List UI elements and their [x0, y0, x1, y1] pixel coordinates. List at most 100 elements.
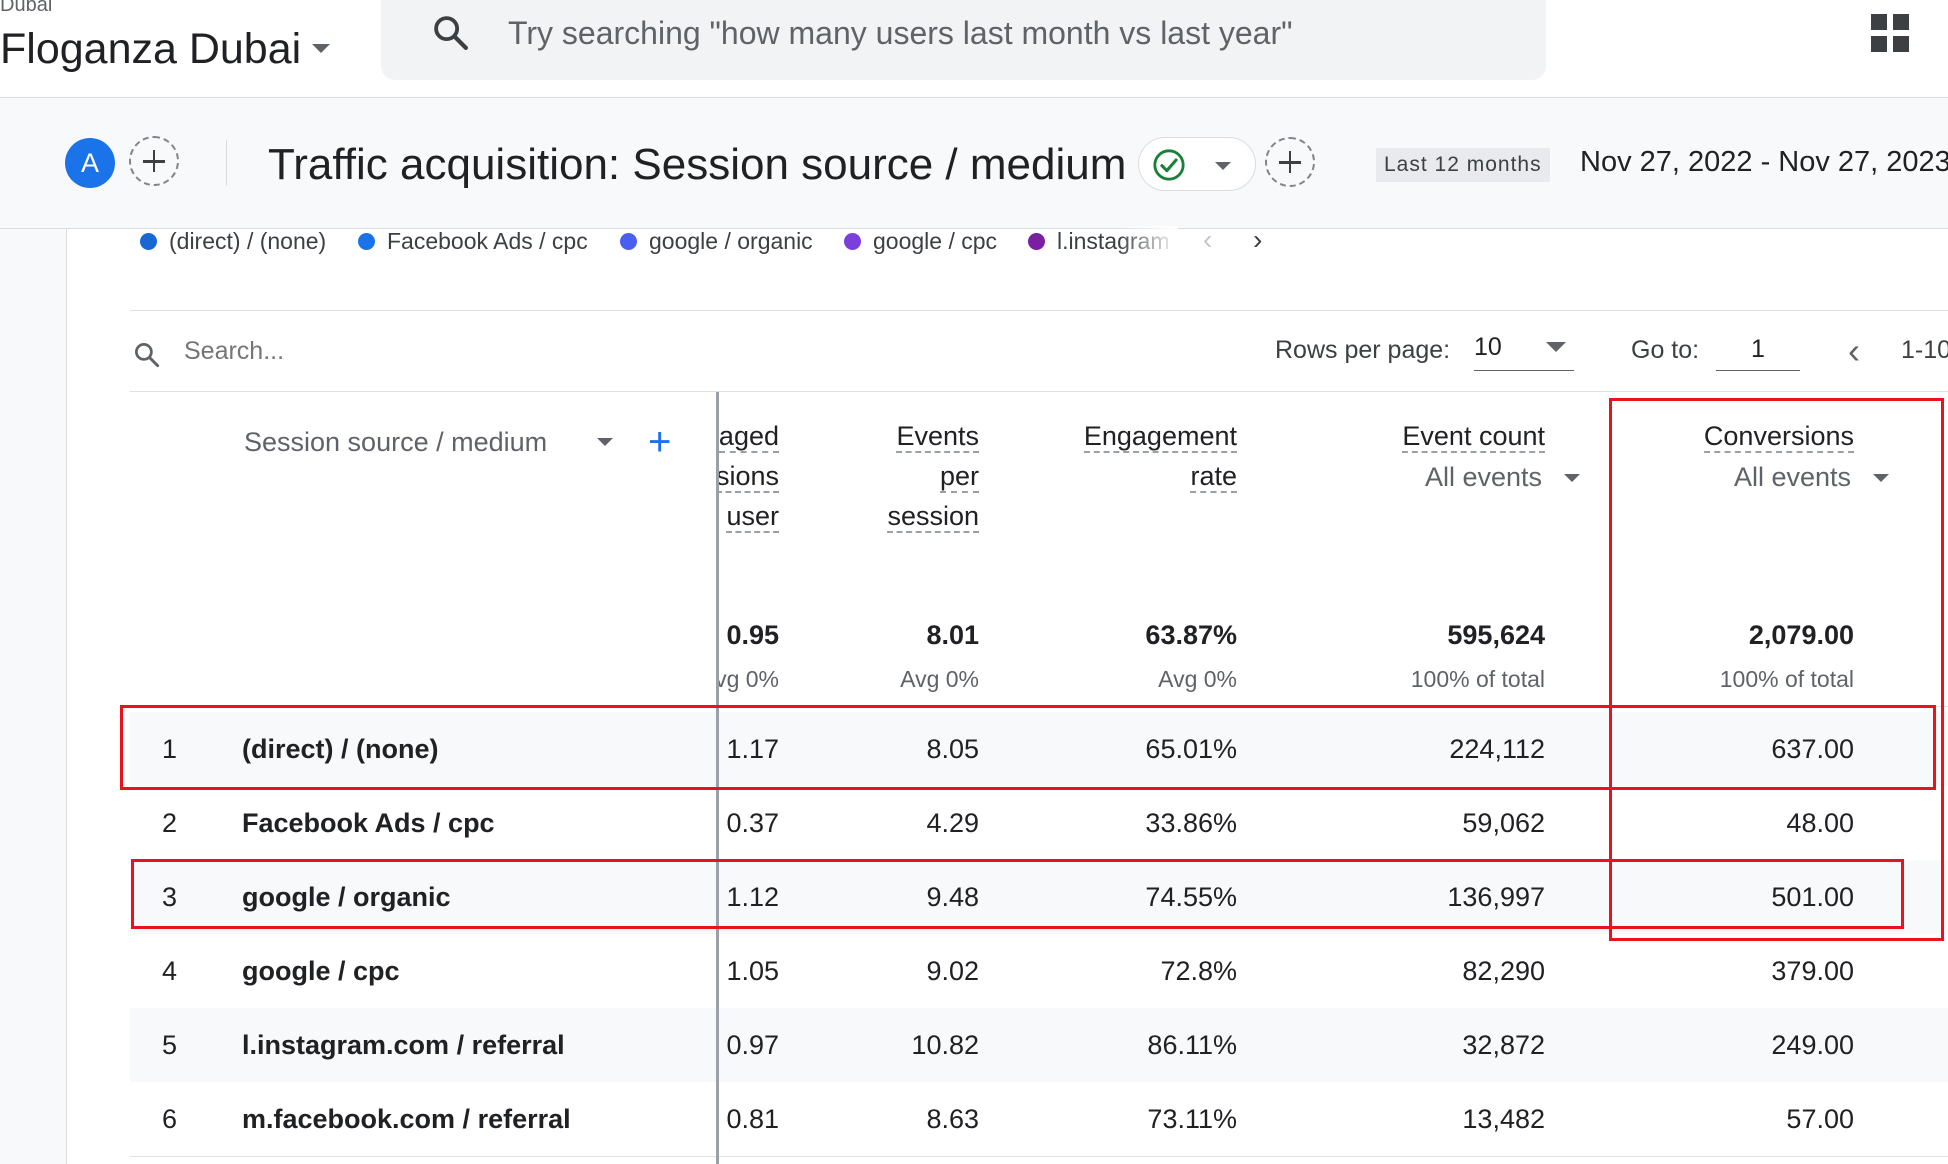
cell-events: 32,872: [1462, 1030, 1545, 1060]
row-source-medium[interactable]: l.instagram.com / referral: [242, 1030, 565, 1060]
apps-grid-icon[interactable]: [1871, 14, 1909, 52]
column-header-line: user: [726, 501, 779, 533]
legend-dot-icon: [140, 233, 157, 250]
cell-eps: 4.29: [926, 808, 979, 838]
column-header-eps[interactable]: Events per session: [719, 416, 979, 536]
legend-label: google / cpc: [873, 228, 998, 254]
legend-item[interactable]: Facebook Ads / cpc: [358, 228, 588, 255]
cell-events: 13,482: [1462, 1104, 1545, 1134]
row-index: 4: [162, 956, 178, 986]
caret-down-icon[interactable]: [1215, 162, 1231, 170]
legend-item[interactable]: google / cpc: [844, 228, 997, 255]
column-header-rate[interactable]: Engagement rate: [917, 416, 1237, 496]
table-row[interactable]: [130, 1082, 1948, 1157]
cell-conv: 637.00: [1771, 734, 1854, 764]
cell-rate: 86.11%: [1147, 1030, 1237, 1060]
total-sub-engaged: vg 0%: [719, 666, 779, 692]
column-header-line: session: [887, 501, 979, 533]
legend-dot-icon: [358, 233, 375, 250]
legend-dot-icon: [1028, 233, 1045, 250]
cell-conv: 379.00: [1771, 956, 1854, 986]
search-icon[interactable]: [430, 12, 472, 54]
column-header-line: per: [939, 461, 979, 493]
add-comparison-button[interactable]: [129, 136, 179, 186]
total-events: 595,624: [1447, 620, 1545, 650]
cell-eps: 10.82: [911, 1030, 979, 1060]
cell-conv: 249.00: [1771, 1030, 1854, 1060]
row-index: 3: [162, 882, 178, 912]
caret-down-icon[interactable]: [1546, 342, 1566, 352]
segment-avatar[interactable]: A: [65, 138, 115, 188]
report-status-chip[interactable]: [1138, 137, 1256, 191]
frozen-column-divider[interactable]: [716, 392, 719, 1164]
legend-dot-icon: [844, 233, 861, 250]
cell-rate: 33.86%: [1145, 808, 1237, 838]
legend-prev-icon[interactable]: ‹: [1203, 224, 1213, 255]
divider: [130, 310, 1948, 311]
caret-down-icon[interactable]: [312, 44, 330, 53]
metrics-scroll-area: aged sions user 0.95 vg 0% Events per session 8.…: [719, 392, 1948, 1164]
add-report-button[interactable]: [1265, 137, 1315, 187]
column-header-line: aged: [719, 421, 779, 453]
caret-down-icon[interactable]: [1564, 474, 1580, 482]
page-title: Traffic acquisition: Session source / me…: [268, 140, 1127, 189]
account-name: Dubai: [0, 0, 53, 16]
column-header-engaged[interactable]: aged sions user: [719, 416, 779, 536]
table-row[interactable]: [130, 1008, 1948, 1083]
total-sub-eps: Avg 0%: [900, 666, 979, 692]
total-sub-conv: 100% of total: [1719, 666, 1854, 692]
legend-next-icon[interactable]: ›: [1253, 224, 1263, 255]
column-header-events[interactable]: Event count: [1225, 416, 1545, 456]
row-source-medium[interactable]: google / cpc: [242, 956, 400, 986]
cell-conv: 48.00: [1786, 808, 1854, 838]
cell-events: 136,997: [1447, 882, 1545, 912]
global-search-bar[interactable]: [381, 0, 1546, 80]
table-search-input[interactable]: [182, 336, 486, 367]
check-circle-icon[interactable]: [1152, 148, 1186, 182]
row-source-medium[interactable]: google / organic: [242, 882, 451, 912]
cell-engaged: 0.97: [726, 1030, 779, 1060]
add-dimension-button[interactable]: +: [648, 420, 672, 464]
column-header-line: sions: [719, 461, 779, 493]
dimension-header[interactable]: Session source / medium: [244, 427, 548, 457]
legend-item[interactable]: (direct) / (none): [140, 228, 326, 255]
legend-item[interactable]: google / organic: [620, 228, 813, 255]
cell-eps: 8.63: [926, 1104, 979, 1134]
rows-per-page-label: Rows per page:: [1275, 336, 1451, 364]
table-row[interactable]: [130, 712, 1948, 787]
caret-down-icon[interactable]: [597, 438, 613, 446]
cell-rate: 65.01%: [1145, 734, 1237, 764]
column-metric-selector[interactable]: All events: [1260, 462, 1580, 493]
cell-eps: 8.05: [926, 734, 979, 764]
column-metric-selector[interactable]: All events: [1569, 462, 1889, 493]
row-source-medium[interactable]: (direct) / (none): [242, 734, 439, 764]
cell-conv: 57.00: [1786, 1104, 1854, 1134]
legend-dot-icon: [620, 233, 637, 250]
column-header-line: Event count: [1402, 421, 1545, 453]
date-range-label[interactable]: Last 12 months: [1376, 148, 1550, 182]
total-sub-events: 100% of total: [1410, 666, 1545, 692]
rows-per-page-select[interactable]: 10: [1474, 330, 1574, 371]
divider: [226, 140, 227, 186]
legend-fade: [1118, 226, 1178, 260]
column-metric-label[interactable]: All events: [1733, 462, 1851, 492]
row-source-medium[interactable]: Facebook Ads / cpc: [242, 808, 495, 838]
goto-page-input[interactable]: [1716, 328, 1800, 371]
column-header-line: rate: [1190, 461, 1237, 493]
cell-engaged: 1.05: [726, 956, 779, 986]
column-metric-label[interactable]: All events: [1424, 462, 1542, 492]
row-source-medium[interactable]: m.facebook.com / referral: [242, 1104, 571, 1134]
column-header-conv[interactable]: Conversions: [1534, 416, 1854, 456]
total-eps: 8.01: [926, 620, 979, 650]
left-gutter: [0, 229, 67, 1164]
cell-rate: 74.55%: [1145, 882, 1237, 912]
goto-label: Go to:: [1631, 336, 1700, 364]
global-search-placeholder[interactable]: Try searching "how many users last month…: [508, 15, 1293, 51]
search-icon[interactable]: [132, 340, 162, 370]
rows-per-page-value[interactable]: 10: [1474, 333, 1502, 361]
date-range-picker[interactable]: Nov 27, 2022 - Nov 27, 2023: [1580, 146, 1948, 178]
chevron-left-icon[interactable]: ‹: [1848, 330, 1860, 371]
caret-down-icon[interactable]: [1873, 474, 1889, 482]
property-selector[interactable]: Floganza Dubai: [0, 25, 302, 73]
highlight-box: [131, 859, 1904, 929]
